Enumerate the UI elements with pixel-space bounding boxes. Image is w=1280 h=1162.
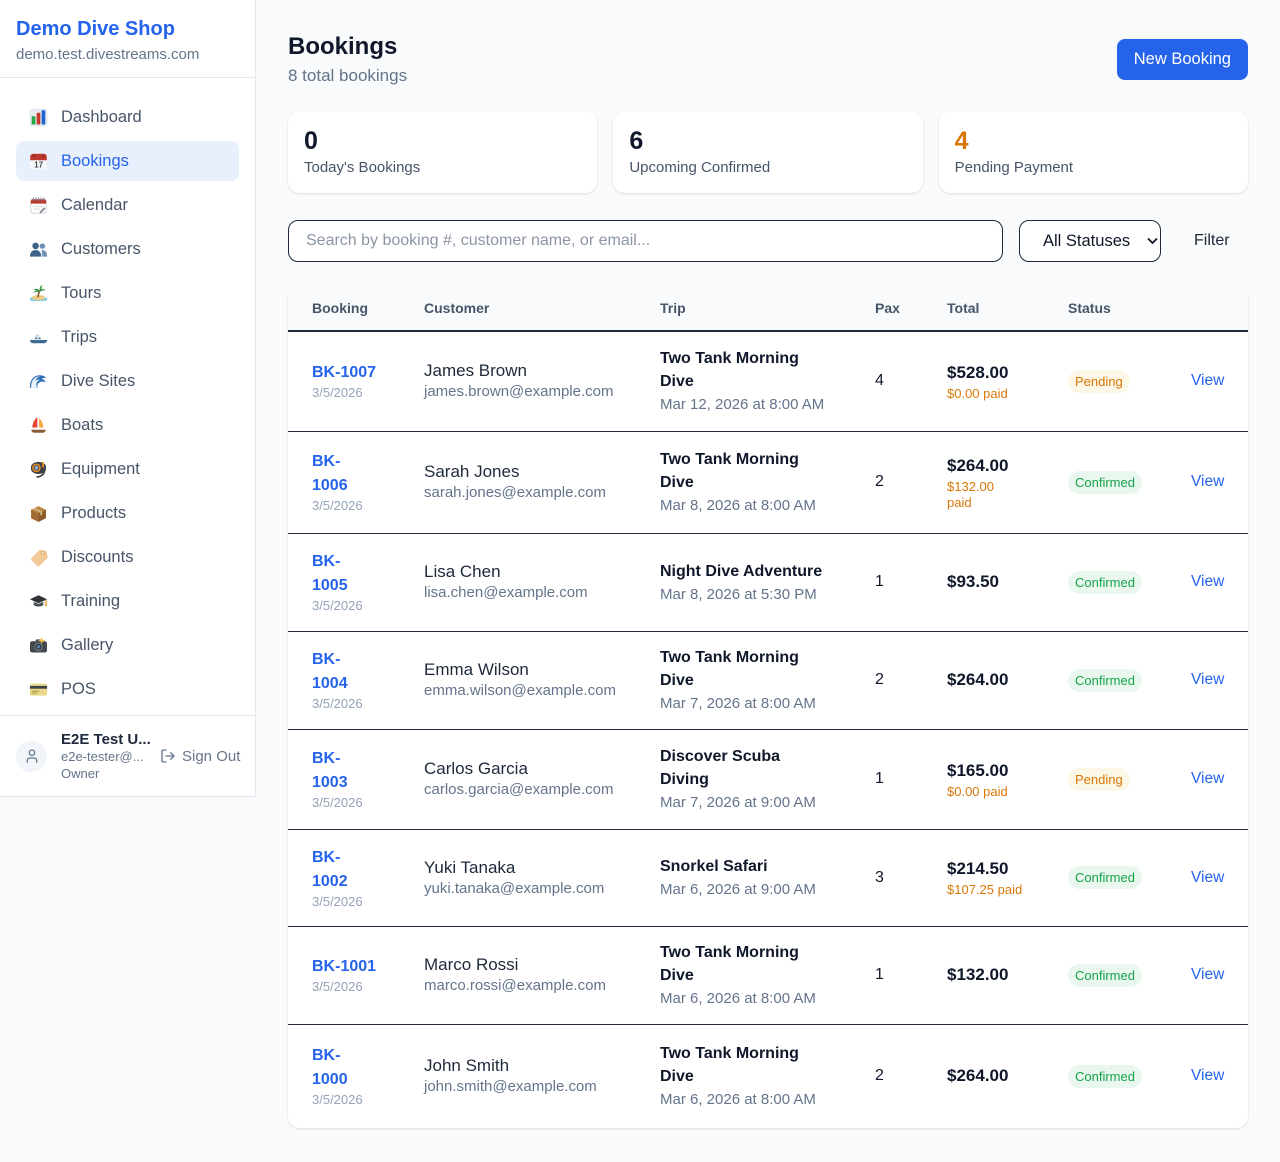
svg-text:17: 17: [34, 160, 43, 169]
